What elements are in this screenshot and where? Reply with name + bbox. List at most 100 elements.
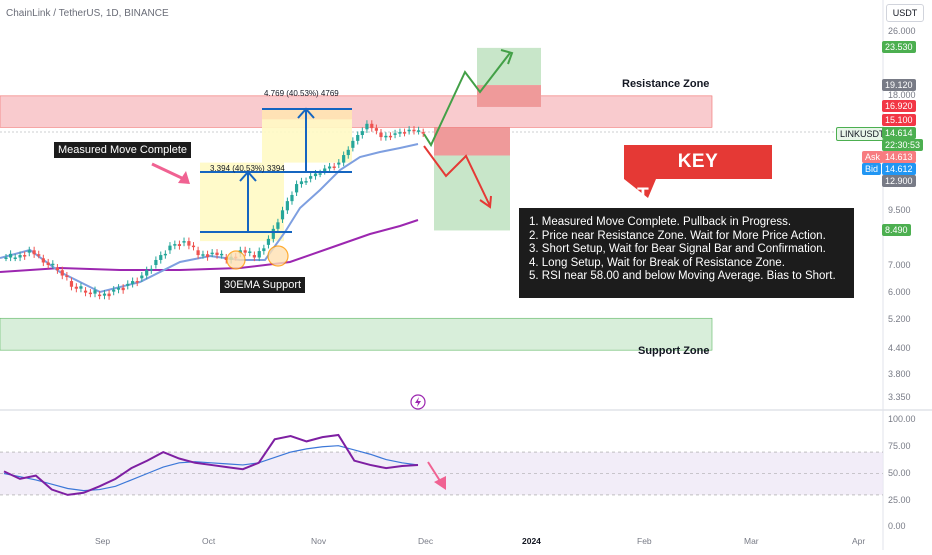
candle-body: [248, 251, 252, 253]
candle-body: [182, 241, 186, 243]
candle-body: [4, 257, 8, 259]
candle-body: [116, 287, 121, 290]
candle-body: [294, 184, 299, 193]
candle-body: [327, 166, 332, 169]
slow-ema-line: [0, 219, 419, 273]
candle-body: [51, 263, 55, 266]
price-tick: 3.350: [888, 392, 911, 402]
time-tick: 2024: [522, 536, 541, 546]
candle-body: [384, 135, 388, 138]
candle-body: [407, 129, 411, 132]
upper-move-note: 4.769 (40.53%) 4769: [264, 89, 339, 98]
candle-body: [309, 176, 313, 179]
long-scenario-path: [423, 52, 511, 148]
candle-body: [177, 244, 182, 247]
price-tag: 19.120: [882, 79, 916, 91]
candle-body: [337, 162, 341, 165]
time-tick: Nov: [311, 536, 327, 546]
candle-body: [173, 244, 177, 246]
time-tick: Mar: [744, 536, 759, 546]
candle-body: [79, 286, 83, 289]
candle-body: [262, 248, 266, 252]
candle-body: [370, 123, 374, 129]
candle-body: [13, 257, 17, 259]
candle-body: [243, 250, 247, 253]
price-tick: 18.000: [888, 90, 916, 100]
time-tick: Sep: [95, 536, 111, 546]
support-zone-label: Support Zone: [638, 345, 710, 357]
candle-body: [290, 194, 294, 202]
ask-label: Ask: [862, 151, 884, 163]
measured-move-box-lower: [200, 162, 284, 242]
takeaway-5: 5. RSI near 58.00 and below Moving Avera…: [529, 270, 836, 282]
measured-move-label: Measured Move Complete: [54, 142, 192, 158]
candle-body: [332, 166, 336, 168]
candle-body: [323, 168, 327, 171]
takeaways-pointer: [624, 179, 656, 198]
candle-body: [304, 181, 308, 183]
fast-ema-line: [0, 143, 419, 294]
candle-body: [299, 181, 304, 185]
rsi-arrow-head: [434, 476, 446, 490]
pink-pointer-shaft: [151, 162, 187, 182]
candle-body: [379, 132, 383, 138]
candle-body: [398, 132, 402, 134]
candle-body: [201, 254, 205, 256]
price-tag-target: 8.490: [882, 224, 911, 236]
long-stop-box: [477, 85, 541, 107]
candle-body: [154, 259, 158, 266]
candle-body: [23, 255, 27, 257]
currency-button[interactable]: USDT: [886, 4, 924, 22]
candle-body: [163, 253, 167, 256]
candle-body: [88, 292, 93, 295]
rsi-tick: 50.00: [888, 468, 911, 478]
takeaways-box: 1. Measured Move Complete. Pullback in P…: [519, 208, 854, 298]
short-stop-box: [434, 127, 510, 156]
candle-body: [107, 293, 111, 297]
takeaway-3: 3. Short Setup, Wait for Bear Signal Bar…: [529, 243, 826, 255]
resistance-zone-label: Resistance Zone: [622, 78, 710, 90]
candle-body: [65, 275, 69, 278]
price-tick: 3.800: [888, 369, 911, 379]
candle-body: [135, 281, 139, 283]
time-tick: Feb: [637, 536, 652, 546]
price-tag: 16.920: [882, 100, 916, 112]
candle-body: [187, 241, 191, 246]
support-circle: [267, 245, 289, 267]
candle-body: [112, 289, 116, 292]
candle-body: [196, 250, 200, 256]
countdown-tag: 22:30:53: [882, 139, 924, 151]
candle-body: [360, 131, 364, 135]
candle-body: [393, 133, 397, 135]
lightning-icon-glyph: [415, 397, 421, 407]
price-tick: 4.400: [888, 343, 911, 353]
candle-body: [280, 210, 285, 220]
symbol-title: ChainLink / TetherUS, 1D, BINANCE: [6, 8, 169, 19]
candle-body: [276, 222, 280, 229]
candle-body: [402, 132, 407, 134]
resistance-zone: [0, 95, 713, 128]
time-tick: Apr: [852, 536, 866, 546]
price-tick: 5.200: [888, 314, 911, 324]
candle-body: [60, 270, 64, 276]
price-tag-target: 23.530: [882, 41, 916, 53]
measure-arrow-upper-head: [297, 107, 315, 119]
candle-body: [46, 262, 50, 266]
price-tick: 9.500: [888, 205, 911, 215]
candle-body: [41, 258, 45, 263]
rsi-line: [3, 433, 419, 496]
support-circle: [226, 250, 246, 270]
price-tag: 15.100: [882, 114, 916, 126]
measure-arrow-lower-head: [239, 170, 257, 182]
rsi-tick: 100.00: [888, 414, 916, 424]
candle-body: [18, 255, 22, 258]
ticker-tag: LINKUSDT: [836, 127, 889, 141]
candle-body: [224, 257, 228, 260]
price-tag: 12.900: [882, 175, 916, 187]
candle-body: [168, 245, 172, 251]
price-tick: 26.000: [888, 26, 916, 36]
candle-body: [126, 283, 130, 286]
bid-label: Bid: [862, 163, 882, 175]
